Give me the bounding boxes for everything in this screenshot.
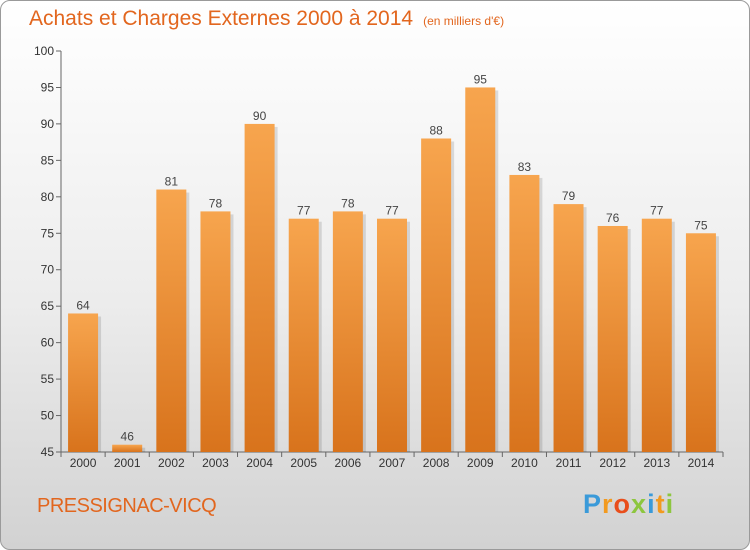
- bar-value-label: 78: [209, 196, 223, 210]
- bar: [288, 218, 319, 452]
- bar: [641, 218, 672, 452]
- bar-value-label: 81: [165, 175, 179, 189]
- y-tick-label: 65: [41, 299, 55, 313]
- bar: [465, 87, 496, 453]
- y-tick-label: 60: [41, 336, 55, 350]
- logo-letter: o: [613, 489, 632, 519]
- y-tick-label: 50: [41, 409, 55, 423]
- y-tick-label: 55: [41, 372, 55, 386]
- commune-name: PRESSIGNAC-VICQ: [37, 495, 217, 517]
- bar: [332, 211, 363, 452]
- y-tick-label: 80: [41, 190, 55, 204]
- x-tick-label: 2001: [114, 456, 141, 470]
- bar-value-label: 77: [650, 204, 664, 218]
- bar-value-label: 75: [694, 218, 708, 232]
- bar: [68, 313, 99, 452]
- y-tick-label: 100: [34, 44, 54, 58]
- logo-letter: r: [602, 489, 614, 519]
- logo-letter: t: [655, 489, 666, 519]
- y-tick-label: 95: [41, 80, 55, 94]
- bar: [112, 444, 143, 452]
- bar: [509, 174, 540, 453]
- bar-value-label: 79: [562, 189, 576, 203]
- x-tick-label: 2003: [202, 456, 229, 470]
- x-tick-label: 2013: [643, 456, 670, 470]
- bar: [377, 218, 407, 452]
- bar-value-label: 76: [606, 211, 620, 225]
- title-unit: (en milliers d'€): [423, 14, 505, 28]
- x-tick-label: 2008: [423, 456, 450, 470]
- x-tick-label: 2012: [599, 456, 626, 470]
- y-tick-label: 45: [41, 445, 55, 459]
- x-tick-label: 2006: [335, 456, 362, 470]
- x-tick-label: 2014: [688, 456, 715, 470]
- logo-letter: i: [647, 489, 656, 519]
- bar: [685, 233, 716, 452]
- bar: [421, 138, 452, 452]
- bar-value-label: 46: [121, 430, 135, 444]
- chart-title: Achats et Charges Externes 2000 à 2014 (e…: [29, 7, 504, 31]
- bar-value-label: 88: [429, 123, 443, 137]
- proxiti-logo: Proxiti: [583, 489, 674, 520]
- title-main: Achats et Charges Externes 2000 à 2014: [29, 7, 414, 30]
- bar: [156, 189, 187, 452]
- x-tick-label: 2011: [556, 456, 582, 470]
- y-tick-label: 75: [41, 226, 55, 240]
- x-tick-label: 2009: [467, 456, 494, 470]
- x-tick-label: 2007: [379, 456, 406, 470]
- bar-value-label: 77: [297, 204, 311, 218]
- bar-value-label: 83: [518, 160, 532, 174]
- logo-letter: i: [665, 489, 675, 519]
- x-tick-label: 2002: [158, 456, 185, 470]
- bar-value-label: 77: [385, 204, 399, 218]
- bar: [244, 123, 275, 452]
- bar-value-label: 78: [341, 196, 355, 210]
- bar: [200, 211, 231, 452]
- x-tick-label: 2000: [70, 456, 97, 470]
- bar-value-label: 95: [474, 72, 488, 86]
- x-tick-label: 2010: [511, 456, 538, 470]
- bar: [597, 225, 628, 452]
- x-tick-label: 2005: [290, 456, 317, 470]
- bar: [553, 204, 584, 452]
- x-tick-label: 2004: [246, 456, 273, 470]
- bar-value-label: 90: [253, 109, 267, 123]
- bar-value-label: 64: [76, 298, 90, 312]
- y-tick-label: 90: [41, 117, 55, 131]
- logo-letter: x: [631, 489, 648, 519]
- logo-letter: P: [583, 489, 603, 519]
- y-tick-label: 70: [41, 263, 55, 277]
- y-tick-label: 85: [41, 153, 55, 167]
